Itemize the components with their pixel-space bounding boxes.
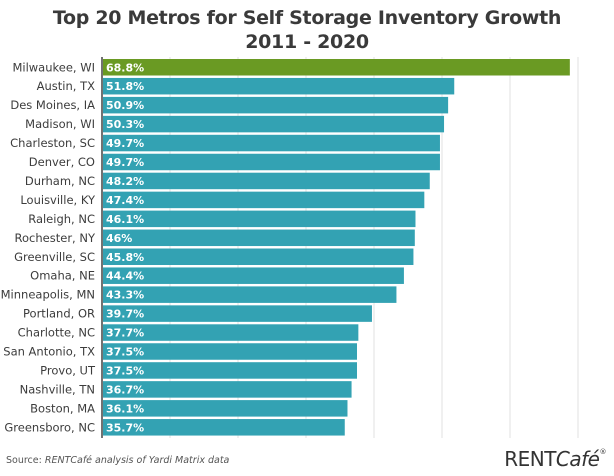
value-label: 46.1% xyxy=(106,213,144,226)
category-label: Des Moines, IA xyxy=(10,98,95,112)
bar xyxy=(103,286,397,303)
value-label: 68.8% xyxy=(106,61,144,74)
bar xyxy=(103,172,430,190)
source-prefix: Source: xyxy=(6,455,45,466)
chart-title-main: Top 20 Metros for Self Storage Inventory… xyxy=(52,7,562,29)
category-label: Raleigh, NC xyxy=(28,212,95,226)
category-label: San Antonio, TX xyxy=(3,345,95,359)
category-label: Charlotte, NC xyxy=(18,326,95,340)
category-label: Portland, OR xyxy=(23,307,95,321)
brand-main: RENT xyxy=(504,447,556,471)
value-label: 49.7% xyxy=(106,137,144,150)
bar xyxy=(103,229,415,247)
category-label: Madison, WI xyxy=(25,117,95,131)
category-label: Rochester, NY xyxy=(15,231,96,245)
value-label: 47.4% xyxy=(106,194,144,207)
value-label: 48.2% xyxy=(106,175,144,188)
chart-subtitle: 2011 - 2020 xyxy=(245,31,369,53)
bar xyxy=(103,96,449,114)
bar xyxy=(103,77,455,95)
category-label: Omaha, NE xyxy=(30,269,95,283)
category-label: Louisville, KY xyxy=(20,193,96,207)
value-label: 46% xyxy=(106,232,132,245)
bar xyxy=(103,134,440,152)
gridlines xyxy=(169,57,579,438)
value-label: 49.7% xyxy=(106,156,144,169)
category-label: Milwaukee, WI xyxy=(12,60,95,74)
chart-title: Top 20 Metros for Self Storage Inventory… xyxy=(0,6,614,54)
bar xyxy=(103,191,425,209)
category-label: Denver, CO xyxy=(29,155,95,169)
bars xyxy=(103,59,570,436)
brand-italic: Café xyxy=(555,447,600,471)
value-label: 50.9% xyxy=(106,99,144,112)
value-label: 37.5% xyxy=(106,364,144,377)
value-label: 37.5% xyxy=(106,346,144,359)
category-label: Boston, MA xyxy=(30,401,95,415)
value-label: 37.7% xyxy=(106,327,144,340)
category-label: Greensboro, NC xyxy=(4,420,95,434)
bar xyxy=(103,153,440,171)
bar xyxy=(103,59,570,76)
bar xyxy=(103,305,372,322)
value-label: 43.3% xyxy=(106,289,144,302)
category-label: Minneapolis, MN xyxy=(1,288,95,302)
bar xyxy=(103,210,416,228)
bar xyxy=(103,362,357,379)
category-label: Greenville, SC xyxy=(14,250,95,264)
value-label: 51.8% xyxy=(106,80,144,93)
bar xyxy=(103,324,359,341)
category-label: Nashville, TN xyxy=(20,382,95,396)
bar xyxy=(103,419,345,436)
category-label: Durham, NC xyxy=(25,174,95,188)
bar xyxy=(103,343,357,360)
value-label: 36.7% xyxy=(106,383,144,396)
category-label: Charleston, SC xyxy=(10,136,95,150)
bar xyxy=(103,115,445,133)
value-label: 50.3% xyxy=(106,118,144,131)
value-label: 45.8% xyxy=(106,251,144,264)
rentcafe-logo: RENTCafé® xyxy=(504,447,606,471)
source-note: Source: RENTCafé analysis of Yardi Matri… xyxy=(6,455,229,466)
value-label: 39.7% xyxy=(106,308,144,321)
category-labels: Milwaukee, WI Austin, TX Des Moines, IA Mad… xyxy=(1,60,96,434)
bar xyxy=(103,400,348,417)
value-label: 36.1% xyxy=(106,402,144,415)
bar xyxy=(103,381,352,398)
category-label: Austin, TX xyxy=(37,79,95,93)
source-text: RENTCafé analysis of Yardi Matrix data xyxy=(44,455,230,466)
bar xyxy=(103,267,404,284)
value-labels: 68.8% 51.8% 50.9% 50.3% 49.7% 49.7% 48.2% 47.4%… xyxy=(106,61,144,434)
registered-mark: ® xyxy=(599,448,607,456)
value-label: 35.7% xyxy=(106,421,144,434)
value-label: 44.4% xyxy=(106,270,144,283)
category-label: Provo, UT xyxy=(40,363,96,377)
bar xyxy=(103,248,414,265)
